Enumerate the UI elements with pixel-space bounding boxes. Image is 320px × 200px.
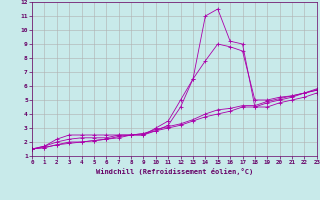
X-axis label: Windchill (Refroidissement éolien,°C): Windchill (Refroidissement éolien,°C) <box>96 168 253 175</box>
